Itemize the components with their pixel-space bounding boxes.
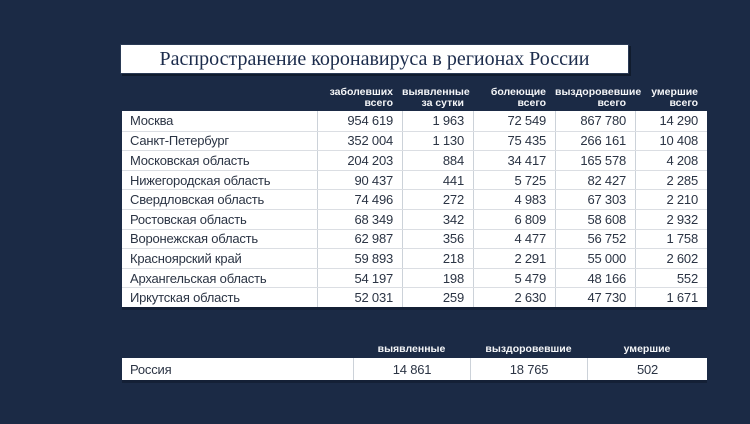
- summary-country-name: Россия: [130, 361, 172, 377]
- value-cell: 867 780: [555, 111, 635, 131]
- value-cell: 5 479: [473, 268, 555, 288]
- table-row: Иркутская область 52 031 259 2 630 47 730 1 6…: [122, 287, 707, 307]
- value-cell: 48 166: [555, 268, 635, 288]
- header-new-per-day: выявленные за сутки: [402, 86, 470, 109]
- value-cell: 356: [402, 229, 473, 249]
- value-cell: 90 437: [317, 170, 402, 190]
- header-deaths-total: умершие всего: [651, 86, 698, 109]
- value-cell: 342: [402, 209, 473, 229]
- value-cell: 4 983: [473, 190, 555, 209]
- value-cell: 55 000: [555, 249, 635, 268]
- table-row: Нижегородская область 90 437 441 5 725 82 42…: [122, 169, 707, 190]
- summary-deaths-value: 502: [587, 358, 707, 380]
- value-cell: 272: [402, 190, 473, 209]
- value-cell: 1 963: [402, 111, 473, 131]
- region-name-cell: Архангельская область: [130, 270, 267, 286]
- table-row: Красноярский край 59 893 218 2 291 55 000 2 6…: [122, 248, 707, 268]
- main-table-body: Москва 954 619 1 963 72 549 867 780 14 290 Сан…: [122, 111, 707, 307]
- value-cell: 10 408: [635, 131, 707, 151]
- value-cell: 54 197: [317, 268, 402, 288]
- table-row: Ростовская область 68 349 342 6 809 58 608 2 …: [122, 208, 707, 229]
- value-cell: 2 602: [635, 249, 707, 268]
- value-cell: 14 290: [635, 111, 707, 131]
- value-cell: 259: [402, 288, 473, 307]
- value-cell: 4 477: [473, 229, 555, 249]
- value-cell: 52 031: [317, 288, 402, 307]
- value-cell: 1 758: [635, 229, 707, 249]
- page-title: Распространение коронавируса в регионах …: [159, 47, 590, 70]
- value-cell: 441: [402, 170, 473, 190]
- summary-detected-value: 14 861: [353, 358, 470, 380]
- value-cell: 1 671: [635, 288, 707, 307]
- value-cell: 2 291: [473, 249, 555, 268]
- value-cell: 34 417: [473, 151, 555, 170]
- region-name-cell: Воронежская область: [130, 231, 259, 247]
- value-cell: 218: [402, 249, 473, 268]
- table-row: Воронежская область 62 987 356 4 477 56 752 1…: [122, 228, 707, 249]
- value-cell: 2 630: [473, 288, 555, 307]
- value-cell: 56 752: [555, 229, 635, 249]
- regions-table-header: заболевших всего выявленные за сутки бол…: [122, 86, 707, 111]
- value-cell: 72 549: [473, 111, 555, 131]
- header-sick-total: заболевших всего: [329, 86, 393, 109]
- table-row: Архангельская область 54 197 198 5 479 48 16…: [122, 267, 707, 288]
- value-cell: 2 210: [635, 190, 707, 209]
- value-cell: 204 203: [317, 151, 402, 170]
- value-cell: 552: [635, 268, 707, 288]
- region-name-cell: Иркутская область: [130, 290, 240, 306]
- table-row: Москва 954 619 1 963 72 549 867 780 14 290: [122, 111, 707, 131]
- title-box: Распространение коронавируса в регионах …: [120, 44, 629, 74]
- value-cell: 68 349: [317, 209, 402, 229]
- table-row: Московская область 204 203 884 34 417 165 57…: [122, 150, 707, 170]
- value-cell: 67 303: [555, 190, 635, 209]
- table-row: Санкт-Петербург 352 004 1 130 75 435 266 161…: [122, 130, 707, 151]
- region-name-cell: Московская область: [130, 152, 250, 168]
- value-cell: 954 619: [317, 111, 402, 131]
- region-name-cell: Красноярский край: [130, 250, 242, 266]
- header-recovered-total: выздоровевшие всего: [555, 86, 642, 109]
- region-name-cell: Ростовская область: [130, 211, 247, 227]
- header-active-total: болеющие всего: [490, 86, 546, 109]
- regions-table: заболевших всего выявленные за сутки бол…: [122, 86, 707, 307]
- value-cell: 4 208: [635, 151, 707, 170]
- value-cell: 352 004: [317, 131, 402, 151]
- summary-header-deaths: умершие: [623, 343, 671, 355]
- region-name-cell: Москва: [130, 113, 174, 129]
- summary-header-spacer: [122, 355, 353, 357]
- value-cell: 59 893: [317, 249, 402, 268]
- value-cell: 884: [402, 151, 473, 170]
- value-cell: 165 578: [555, 151, 635, 170]
- value-cell: 74 496: [317, 190, 402, 209]
- value-cell: 2 285: [635, 170, 707, 190]
- russia-summary-table: выявленные выздоровевшие умершие Россия …: [122, 342, 707, 380]
- summary-header-detected: выявленные: [377, 343, 446, 355]
- summary-header: выявленные выздоровевшие умершие: [122, 342, 707, 357]
- value-cell: 58 608: [555, 209, 635, 229]
- value-cell: 47 730: [555, 288, 635, 307]
- summary-header-recovered: выздоровевшие: [485, 343, 572, 355]
- value-cell: 266 161: [555, 131, 635, 151]
- value-cell: 198: [402, 268, 473, 288]
- region-name-cell: Свердловская область: [130, 192, 265, 208]
- summary-row: Россия 14 861 18 765 502: [122, 358, 707, 380]
- value-cell: 6 809: [473, 209, 555, 229]
- region-name-cell: Нижегородская область: [130, 172, 271, 188]
- value-cell: 62 987: [317, 229, 402, 249]
- value-cell: 5 725: [473, 170, 555, 190]
- summary-recovered-value: 18 765: [470, 358, 587, 380]
- value-cell: 82 427: [555, 170, 635, 190]
- value-cell: 2 932: [635, 209, 707, 229]
- table-row: Свердловская область 74 496 272 4 983 67 303…: [122, 189, 707, 209]
- value-cell: 75 435: [473, 131, 555, 151]
- value-cell: 1 130: [402, 131, 473, 151]
- region-name-cell: Санкт-Петербург: [130, 133, 229, 149]
